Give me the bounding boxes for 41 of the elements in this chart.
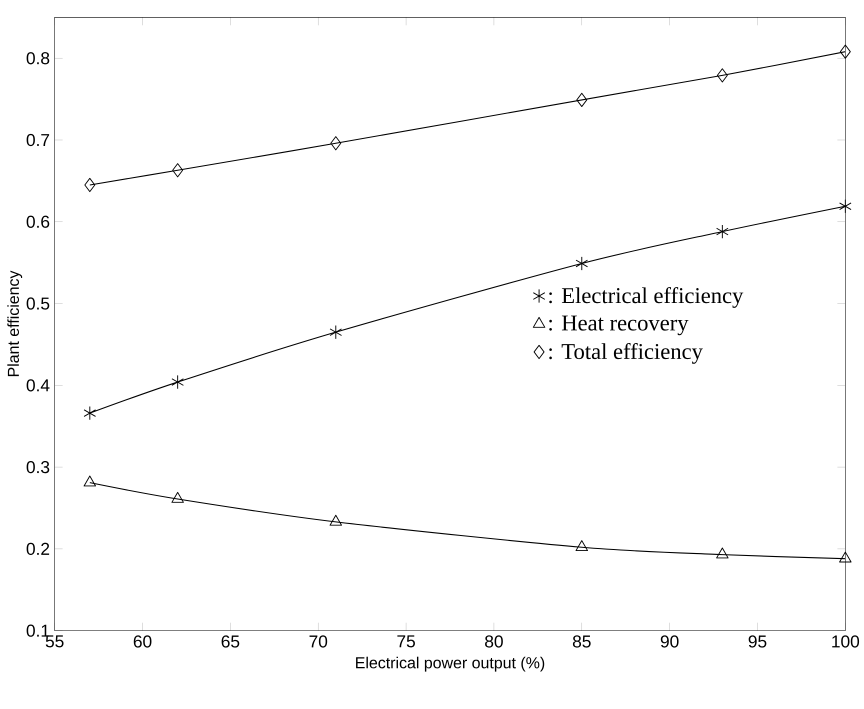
x-tick-label: 75 (397, 635, 415, 648)
point (172, 162, 184, 178)
y-tick-label: 0.7 (26, 134, 50, 146)
point (840, 44, 851, 59)
y-axis-title: Plant efficiency (7, 270, 22, 376)
y-tick-label: 0.6 (26, 216, 50, 228)
point (171, 492, 184, 503)
y-tick-label: 0.3 (26, 460, 50, 474)
y-tick-label: 0.8 (26, 52, 50, 64)
legend-label: : Electrical efficiency (549, 286, 744, 308)
point (839, 551, 852, 562)
x-tick-label: 85 (572, 635, 591, 648)
point (330, 136, 342, 150)
x-tick-label: 65 (222, 635, 240, 648)
x-tick-label: 90 (660, 635, 679, 648)
x-tick-label: 70 (310, 635, 328, 648)
point (576, 92, 588, 107)
point (330, 514, 342, 526)
x-axis-title: Electrical power output (%) (356, 656, 544, 672)
y-tick-label: 0.4 (26, 379, 50, 392)
legend-label: : Heat recovery (549, 315, 688, 336)
point (716, 224, 729, 239)
point (839, 198, 852, 214)
point (716, 68, 728, 82)
point (716, 547, 729, 558)
y-tick-label: 0.1 (26, 624, 50, 637)
point (84, 406, 96, 420)
x-tick-label: 80 (485, 635, 503, 648)
y-tick-label: 0.5 (26, 297, 50, 310)
x-tick-label: 55 (46, 635, 64, 648)
x-tick-label: 60 (134, 635, 152, 648)
point (84, 178, 96, 192)
point (576, 256, 588, 270)
y-tick-label: 0.2 (26, 542, 50, 555)
legend-label: : Total efficiency (549, 342, 703, 364)
point (330, 324, 342, 340)
x-tick-label: 95 (748, 635, 766, 648)
point (171, 374, 184, 390)
point (84, 475, 96, 486)
x-tick-label: 100 (832, 635, 860, 648)
point (576, 540, 588, 551)
